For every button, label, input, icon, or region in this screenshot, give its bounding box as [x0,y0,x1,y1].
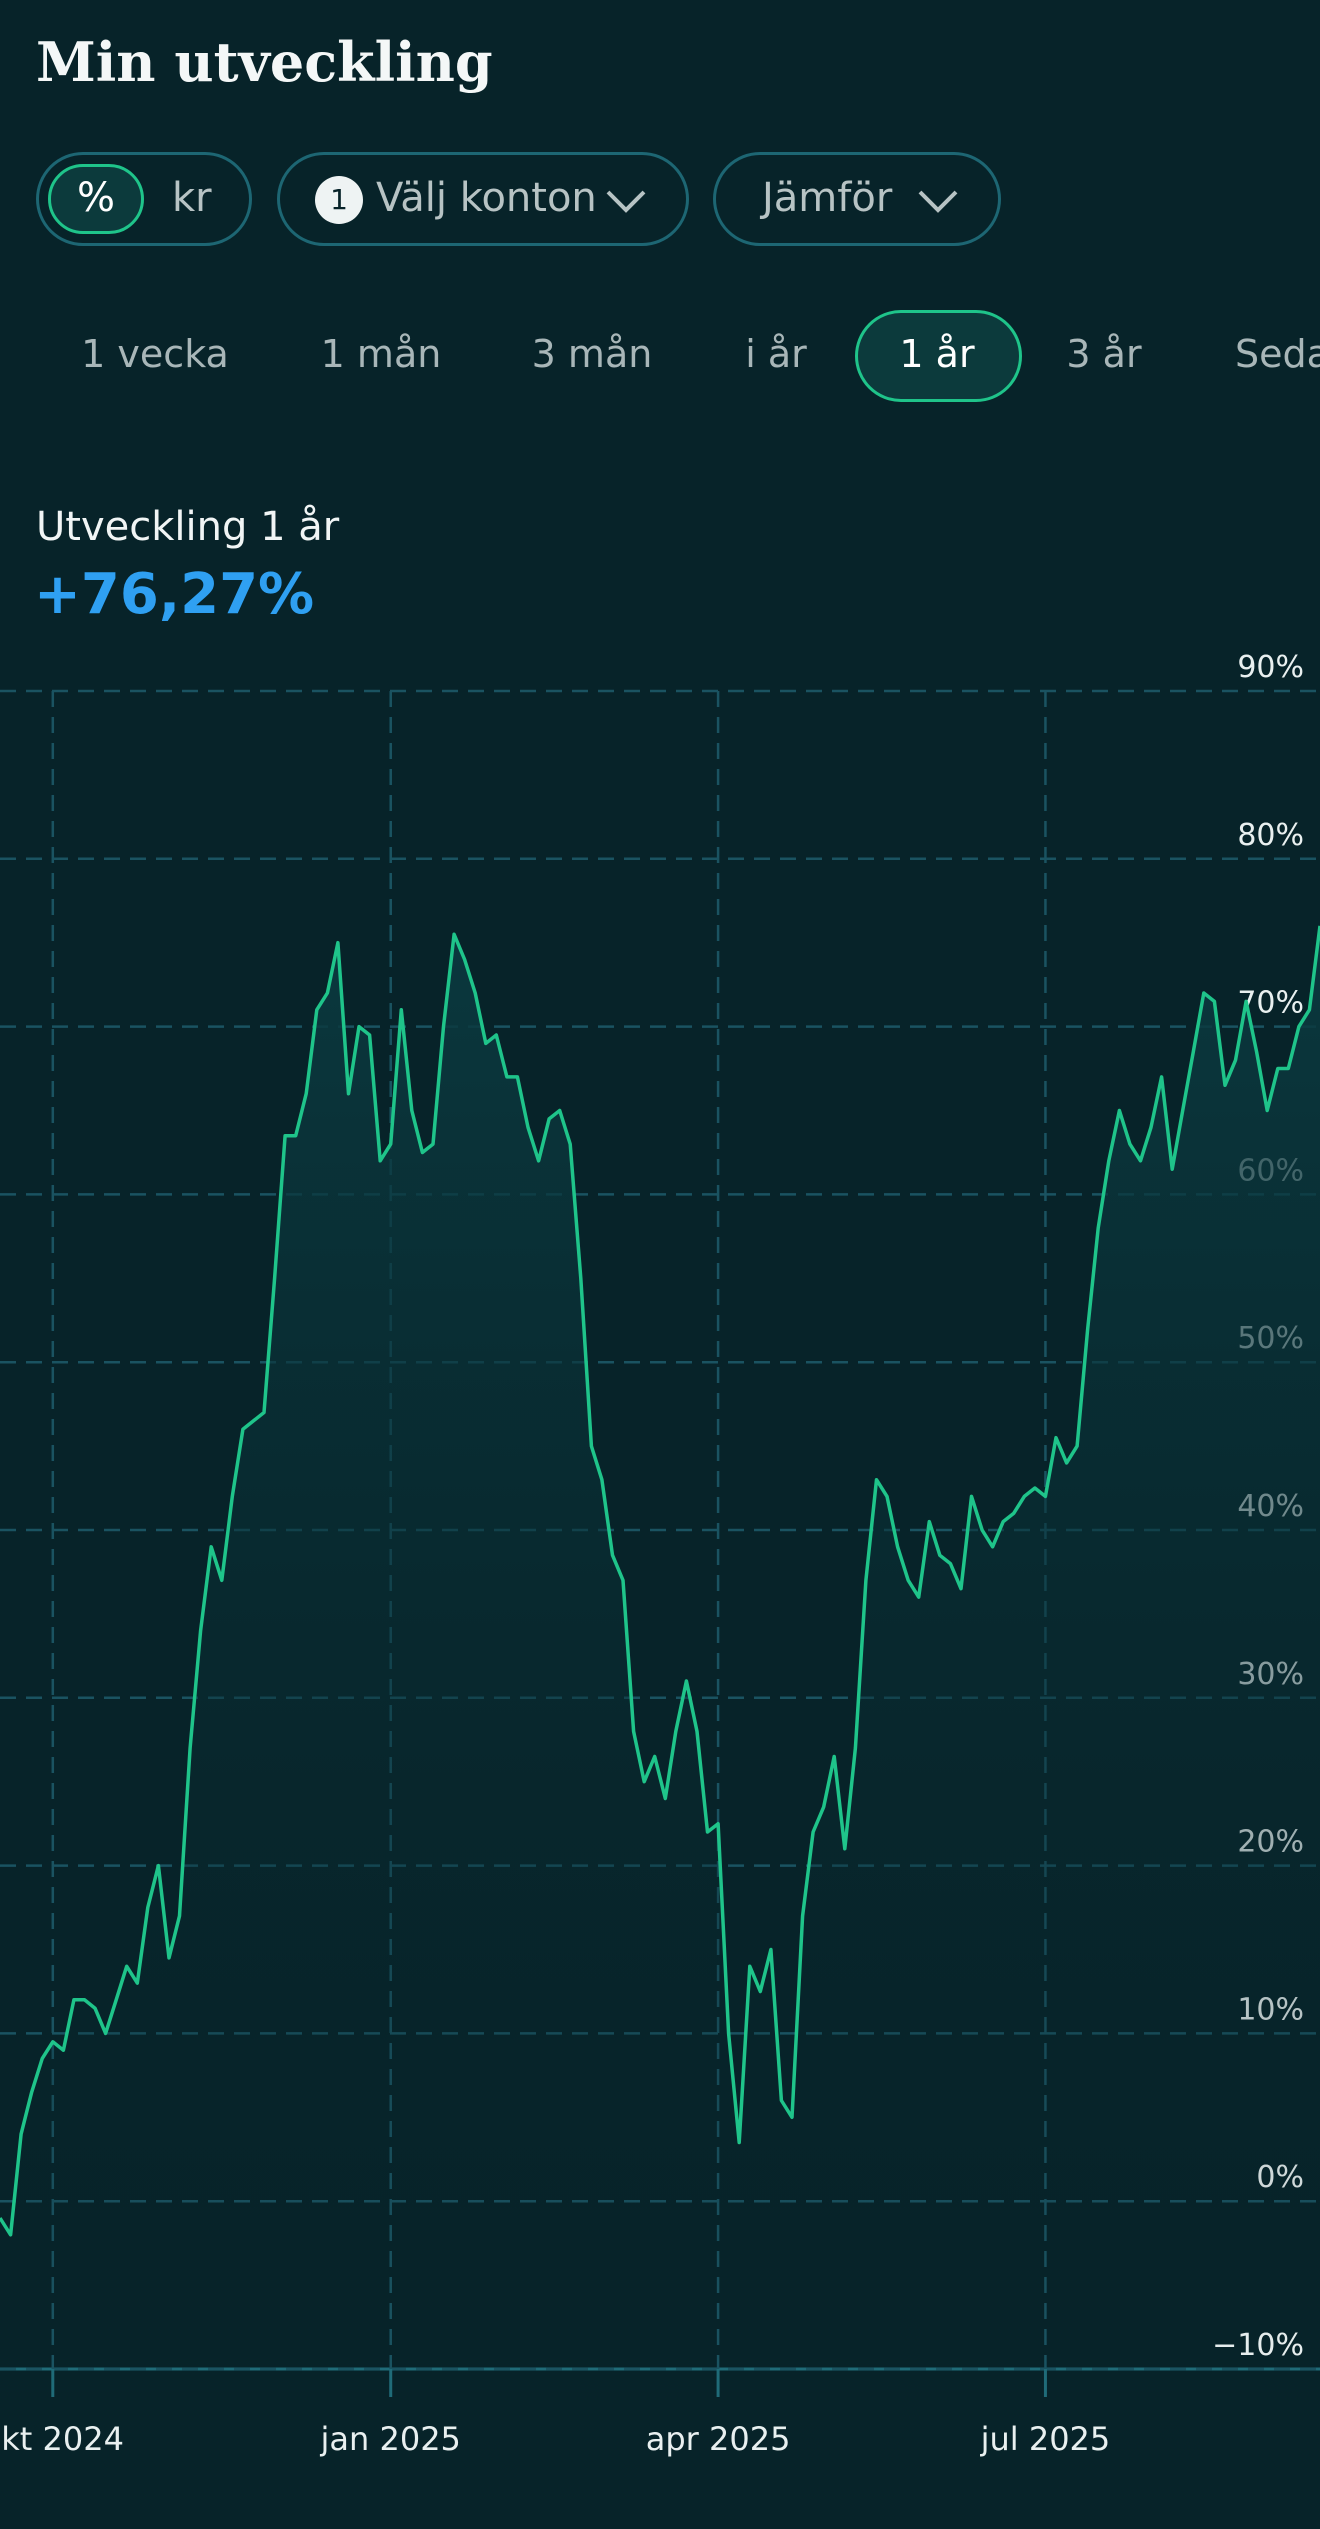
accounts-button[interactable] [277,152,689,246]
period[interactable]: Seda [1235,332,1320,376]
y-tick-label: 80% [1237,818,1304,853]
accounts-label[interactable]: Välj konton [376,175,597,221]
compare-label[interactable]: Jämför [762,175,893,221]
chevron [606,190,646,213]
period[interactable]: 1 mån [320,332,442,376]
summary-value: +76,27% [34,562,315,627]
period[interactable]: 3 mån [531,332,653,376]
unit-active[interactable] [48,164,144,234]
account-badge: 1 [315,176,363,224]
period-active[interactable] [855,310,1022,402]
x-tick-label: okt 2024 [0,2420,124,2458]
unit-toggle[interactable] [36,152,252,246]
summary-label: Utveckling 1 år [36,504,340,550]
area-fill [0,925,1320,2369]
unit-percent[interactable]: % [76,175,116,221]
line [0,925,1320,2237]
period[interactable]: 3 år [1066,332,1142,376]
chevron [918,190,958,213]
x-tick-label: jul 2025 [980,2420,1111,2458]
y-tick-label: 90% [1237,650,1304,685]
x-tick-label: apr 2025 [646,2420,791,2458]
page-title: Min utveckling [36,30,493,94]
period[interactable]: 1 vecka [81,332,229,376]
x-tick-label: jan 2025 [320,2420,461,2458]
period[interactable]: 1 år [899,332,975,376]
compare-button[interactable] [713,152,1001,246]
unit-kr[interactable]: kr [172,175,212,221]
period[interactable]: i år [745,332,807,376]
